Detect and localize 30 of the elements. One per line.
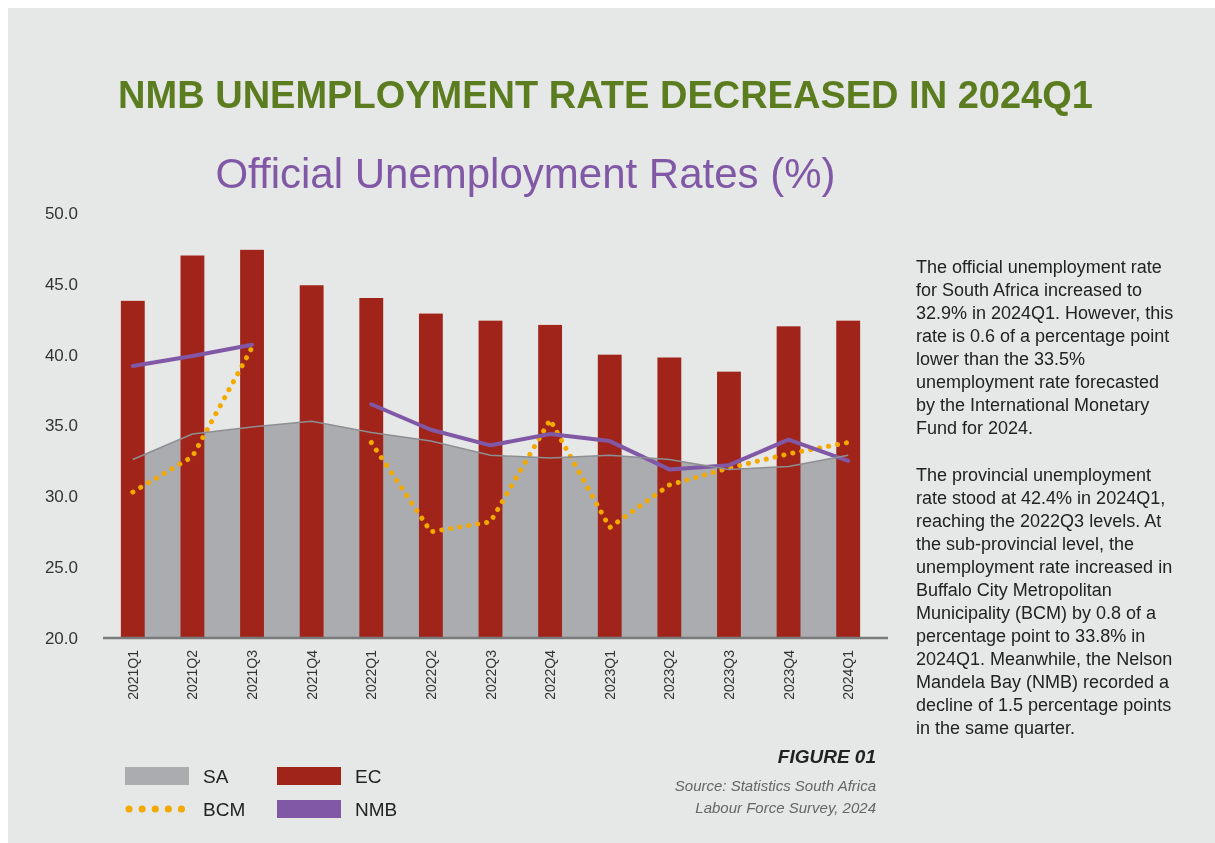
- y-tick-label: 40.0: [44, 345, 78, 365]
- chart-title: NMB UNEMPLOYMENT RATE DECREASED IN 2024Q1: [118, 74, 1093, 116]
- legend-label: NMB: [355, 798, 398, 820]
- x-tick-label: 2021Q1: [124, 649, 141, 700]
- x-tick-label: 2023Q4: [780, 649, 797, 700]
- x-tick-label: 2023Q1: [601, 649, 618, 700]
- legend-label: SA: [203, 765, 229, 787]
- source-note: Source: Statistics South Africa Labour Force Survey, 2024: [674, 777, 876, 816]
- x-tick-label: 2022Q1: [363, 649, 380, 700]
- x-tick-label: 2021Q3: [244, 649, 261, 700]
- y-tick-label: 20.0: [44, 628, 78, 648]
- legend-label: EC: [355, 765, 382, 787]
- x-tick-label: 2022Q2: [422, 649, 439, 700]
- y-tick-label: 35.0: [44, 416, 78, 436]
- x-tick-label: 2023Q3: [720, 649, 737, 700]
- y-tick-label: 30.0: [44, 487, 78, 507]
- x-tick-label: 2024Q1: [840, 649, 857, 700]
- y-tick-label: 25.0: [44, 558, 78, 578]
- text: The provincial unemployment rate stood at 42.4% in 2024Q1, reaching the 2022Q3 levels. At the sub-provincial level, the unemployment rate increased in Buffalo City Metropolitan Municipality (BCM) by 0.8 of a percentage point to 33.8% in 2024Q1. Meanwhile, the Nelson Mandela Bay (NMB) recorded a decline of 1.5 percentage points in the same quarter.: [916, 465, 1173, 738]
- x-tick-label: 2021Q2: [184, 649, 201, 700]
- x-tick-label: 2022Q4: [542, 649, 559, 700]
- x-tick-label: 2021Q4: [303, 649, 320, 700]
- caption: FIGURE 01: [777, 746, 876, 767]
- x-tick-label: 2022Q3: [482, 649, 499, 700]
- x-tick-label: 2023Q2: [661, 649, 678, 700]
- text: The official unemployment rate for South Africa increased to 32.9% in 2024Q1. However, this rate is 0.6 of a percentage point lower than the 33.5% unemployment rate forecasted by the International Monetary Fund for 2024.: [916, 257, 1174, 438]
- chart-subtitle: Official Unemployment Rates (%): [215, 150, 836, 197]
- y-tick-label: 45.0: [44, 274, 78, 294]
- y-tick-label: 50.0: [44, 203, 78, 223]
- legend-label: BCM: [203, 798, 246, 820]
